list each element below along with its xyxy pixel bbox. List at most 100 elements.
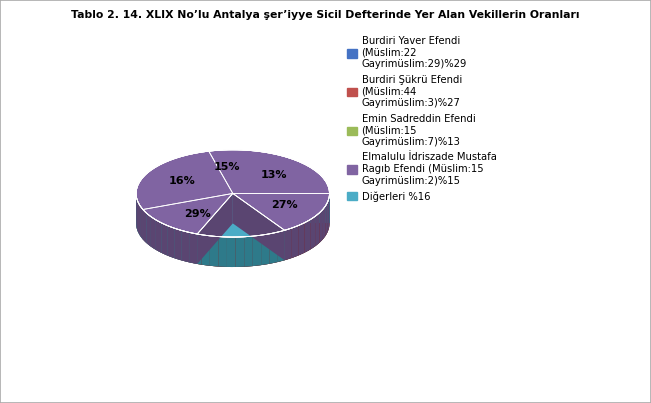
Polygon shape [206,235,214,266]
Polygon shape [223,237,230,267]
Text: 15%: 15% [214,162,241,172]
Polygon shape [245,236,253,267]
Polygon shape [150,216,154,248]
Polygon shape [210,236,217,266]
Polygon shape [310,216,315,250]
Polygon shape [326,202,328,235]
Polygon shape [136,151,329,237]
Polygon shape [163,224,169,256]
Polygon shape [195,234,202,265]
Polygon shape [143,210,146,243]
Polygon shape [145,212,149,245]
Polygon shape [180,230,187,262]
Polygon shape [140,206,143,239]
Polygon shape [210,236,218,266]
Polygon shape [152,217,156,250]
Polygon shape [156,220,161,253]
Polygon shape [304,220,309,253]
Polygon shape [145,211,148,244]
Polygon shape [197,193,233,264]
Polygon shape [217,237,224,267]
Polygon shape [277,230,284,262]
Polygon shape [202,235,210,266]
Polygon shape [140,206,143,239]
Polygon shape [165,224,171,257]
Polygon shape [298,223,303,256]
Polygon shape [308,218,312,251]
Polygon shape [168,226,174,258]
Polygon shape [292,226,298,258]
Polygon shape [136,150,329,234]
Polygon shape [138,202,140,236]
Text: 13%: 13% [260,170,287,180]
Polygon shape [143,210,146,243]
Polygon shape [197,234,206,265]
Polygon shape [208,236,215,266]
Polygon shape [299,223,304,256]
Polygon shape [161,223,168,256]
Polygon shape [250,235,258,266]
Polygon shape [291,226,298,258]
Polygon shape [233,193,329,223]
Polygon shape [146,213,151,247]
Polygon shape [313,215,317,247]
Text: Tablo 2. 14. XLIX No’lu Antalya şer’iyye Sicil Defterinde Yer Alan Vekillerin Or: Tablo 2. 14. XLIX No’lu Antalya şer’iyye… [71,10,580,20]
Polygon shape [138,202,139,235]
Polygon shape [182,231,189,262]
Polygon shape [182,231,189,262]
Polygon shape [261,234,270,265]
Polygon shape [299,223,305,256]
Polygon shape [315,213,319,247]
Text: 16%: 16% [169,176,195,186]
Polygon shape [321,209,324,242]
Polygon shape [309,218,313,250]
Polygon shape [305,220,311,253]
Polygon shape [223,237,232,267]
Polygon shape [315,213,320,246]
Polygon shape [154,219,159,251]
Polygon shape [171,227,178,260]
Polygon shape [319,209,323,243]
Polygon shape [245,236,253,267]
Polygon shape [324,206,326,239]
Polygon shape [241,237,250,267]
Polygon shape [189,233,197,264]
Polygon shape [231,237,238,267]
Polygon shape [286,228,292,260]
Polygon shape [137,198,138,232]
Polygon shape [267,233,274,264]
Polygon shape [293,225,299,258]
Polygon shape [253,235,261,266]
Polygon shape [273,231,280,263]
Polygon shape [143,150,329,237]
Polygon shape [137,198,138,232]
Polygon shape [253,235,260,266]
Polygon shape [270,232,277,264]
Polygon shape [230,237,238,267]
Polygon shape [316,212,320,245]
Polygon shape [281,230,287,261]
Polygon shape [258,234,268,266]
Polygon shape [160,222,165,255]
Polygon shape [284,228,292,260]
Polygon shape [224,237,231,267]
Polygon shape [323,206,326,239]
Polygon shape [274,231,281,263]
Polygon shape [146,213,150,245]
Polygon shape [143,193,233,239]
Polygon shape [233,193,329,223]
Polygon shape [136,150,329,237]
Polygon shape [280,230,286,262]
Polygon shape [159,222,165,255]
Text: 27%: 27% [271,200,298,210]
Polygon shape [174,228,182,260]
Polygon shape [292,226,299,258]
Polygon shape [178,230,186,262]
Polygon shape [303,221,308,253]
Polygon shape [138,202,140,236]
Polygon shape [158,221,163,253]
Polygon shape [268,233,275,264]
Polygon shape [202,235,210,266]
Polygon shape [320,209,323,243]
Polygon shape [275,231,283,263]
